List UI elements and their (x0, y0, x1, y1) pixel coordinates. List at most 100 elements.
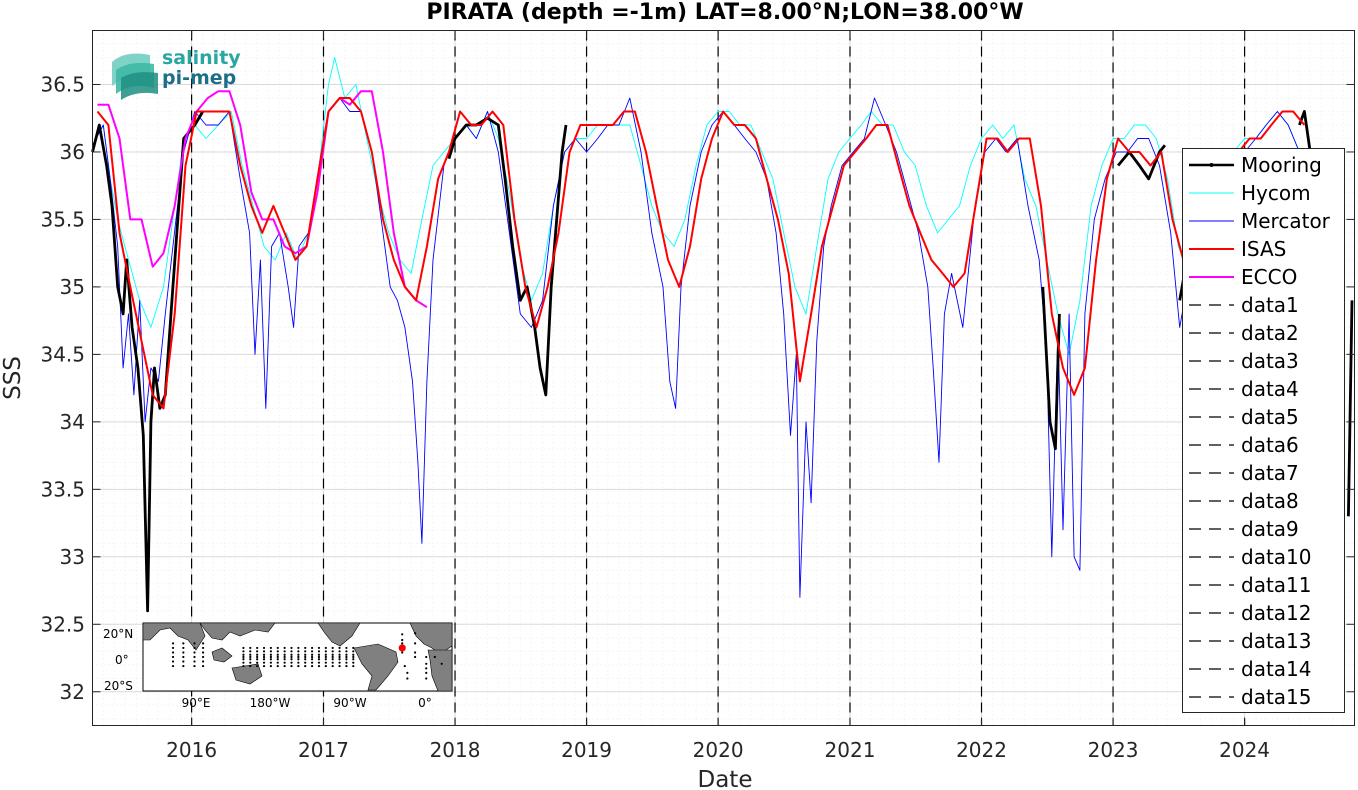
buoy-dot (242, 664, 245, 668)
buoy-dot (406, 671, 409, 674)
buoy-dot (262, 664, 266, 668)
map-lon-label-0: 0° (418, 696, 432, 710)
buoy-dot (317, 655, 321, 659)
buoy-dot (201, 660, 205, 663)
y-tick-label: 36.5 (40, 72, 85, 96)
buoy-dot (201, 646, 205, 650)
buoy-dot (249, 650, 252, 653)
inset-map-buoys (171, 632, 443, 680)
legend-label-data10: data10 (1241, 545, 1312, 569)
buoy-dot (290, 655, 293, 659)
legend-label-ECCO: ECCO (1241, 265, 1297, 289)
legend-label-Hycom: Hycom (1241, 181, 1311, 205)
buoy-dot (352, 650, 355, 653)
plot-area (92, 30, 1355, 726)
legend-label-data8: data8 (1241, 489, 1299, 513)
buoy-dot (297, 655, 300, 659)
x-tick-label: 2018 (430, 738, 481, 762)
legend-marker-Mooring (1209, 163, 1214, 167)
buoy-dot (304, 653, 307, 656)
map-lat-label-0: 0° (115, 653, 129, 667)
legend-label-data11: data11 (1241, 573, 1312, 597)
buoy-dot (256, 658, 259, 661)
buoy-dot (201, 651, 205, 654)
buoy-dot (338, 650, 341, 653)
buoy-dot (331, 661, 334, 664)
legend-label-ISAS: ISAS (1241, 237, 1286, 261)
legend-label-data2: data2 (1241, 321, 1299, 345)
buoy-dot (297, 664, 300, 668)
buoy-dot (345, 655, 348, 659)
buoy-dot (242, 655, 245, 659)
legend-label-data13: data13 (1241, 629, 1312, 653)
buoy-dot (182, 642, 185, 645)
x-tick-label: 2020 (693, 738, 744, 762)
buoy-dot (182, 646, 185, 650)
buoy-dot (297, 650, 300, 653)
buoy-dot (425, 662, 428, 665)
plot-frame (92, 30, 1355, 726)
y-tick-label: 35 (60, 275, 85, 299)
buoy-dot (345, 646, 348, 650)
land-indonesia (211, 647, 233, 663)
buoy-dot (324, 650, 327, 653)
buoy-dot (193, 664, 196, 668)
buoy-dot (283, 661, 286, 664)
buoy-dot (256, 664, 259, 668)
buoy-dot (338, 655, 341, 659)
buoy-dot (171, 660, 175, 663)
buoy-dot (304, 661, 307, 664)
buoy-dot (283, 658, 286, 661)
buoy-dot (193, 655, 196, 659)
buoy-dot (304, 650, 307, 653)
buoy-dot (297, 646, 300, 650)
buoy-dot (413, 642, 417, 645)
buoy-dot (242, 661, 245, 664)
buoy-dot (193, 642, 196, 645)
buoy-dot (242, 646, 245, 650)
legend-label-data7: data7 (1241, 461, 1299, 485)
y-tick-label: 32 (60, 680, 85, 704)
buoy-dot (276, 661, 279, 664)
logo-text-salinity: salinity (162, 47, 241, 69)
buoy-dot (413, 651, 417, 654)
legend-label-Mooring: Mooring (1241, 153, 1322, 177)
legend-label-data15: data15 (1241, 685, 1312, 709)
x-tick-label: 2023 (1088, 738, 1139, 762)
buoy-dot (425, 655, 428, 659)
buoy-dot (193, 651, 196, 654)
buoy-dot (317, 661, 321, 664)
buoy-dot (317, 646, 321, 650)
buoy-dot (433, 655, 436, 659)
buoy-dot (406, 677, 409, 680)
map-lat-label-20n: 20°N (103, 627, 133, 641)
buoy-dot (345, 653, 348, 656)
series-ECCO (97, 90, 428, 309)
buoy-dot (290, 661, 293, 664)
series-ISAS (96, 97, 1306, 410)
y-axis-label: SSS (0, 356, 26, 400)
buoy-dot (352, 664, 355, 668)
x-tick-label: 2016 (166, 738, 217, 762)
buoy-dot (269, 653, 272, 656)
buoy-dot (262, 653, 266, 656)
buoy-dot (304, 655, 307, 659)
y-tick-label: 35.5 (40, 207, 85, 231)
buoy-dot (440, 662, 443, 665)
buoy-dot (182, 651, 185, 654)
buoy-dot (352, 653, 355, 656)
buoy-dot (276, 655, 279, 659)
buoy-dot (269, 664, 272, 668)
y-tick-label: 32.5 (40, 612, 85, 636)
buoy-dot (276, 658, 279, 661)
buoy-dot (317, 650, 321, 653)
map-lat-label-20s: 20°S (104, 679, 133, 693)
legend-box (1182, 148, 1345, 713)
buoy-dot (283, 650, 286, 653)
buoy-dot (242, 658, 245, 661)
buoy-dot (171, 664, 175, 668)
buoy-dot (256, 653, 259, 656)
buoy-dot (425, 671, 428, 674)
buoy-dot (338, 661, 341, 664)
